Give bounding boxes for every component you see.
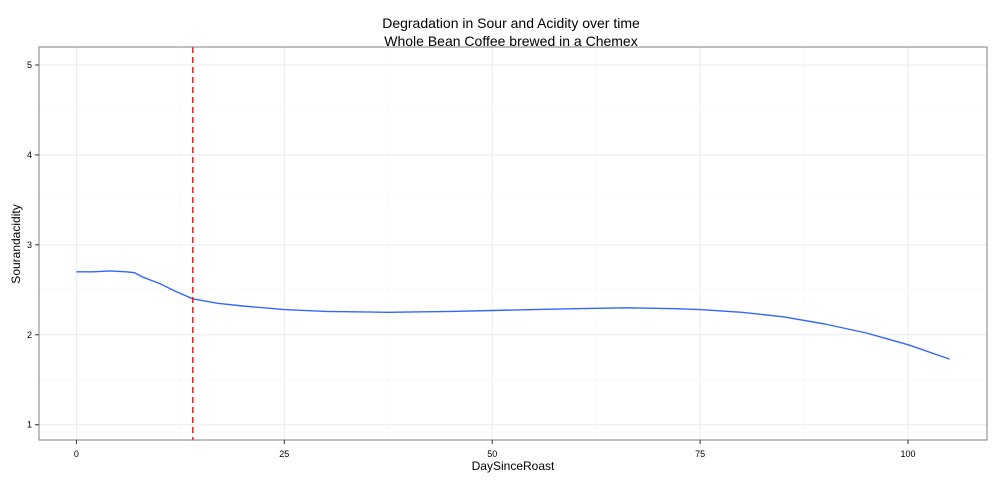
x-tick-label: 100 (900, 449, 915, 459)
y-axis: 1 2 3 4 5 (27, 60, 39, 430)
y-tick-label: 2 (27, 330, 32, 340)
x-tick-label: 0 (74, 449, 79, 459)
y-tick-label: 1 (27, 420, 32, 430)
plot-panel (39, 47, 987, 440)
chart-subtitle: Whole Bean Coffee brewed in a Chemex (384, 33, 637, 49)
y-tick-label: 3 (27, 240, 32, 250)
x-tick-label: 50 (487, 449, 497, 459)
y-tick-label: 5 (27, 60, 32, 70)
y-axis-title: Sourandacidity (9, 204, 23, 283)
smooth-line (76, 270, 950, 360)
x-axis-title: DaySinceRoast (472, 459, 555, 473)
x-axis: 0 25 50 75 100 (74, 440, 916, 459)
plot-border (38, 46, 988, 441)
x-tick-label: 75 (695, 449, 705, 459)
chart-title: Degradation in Sour and Acidity over tim… (382, 15, 640, 31)
grid (39, 47, 987, 440)
y-tick-label: 4 (27, 150, 32, 160)
x-tick-label: 25 (279, 449, 289, 459)
series-layer (76, 270, 950, 360)
